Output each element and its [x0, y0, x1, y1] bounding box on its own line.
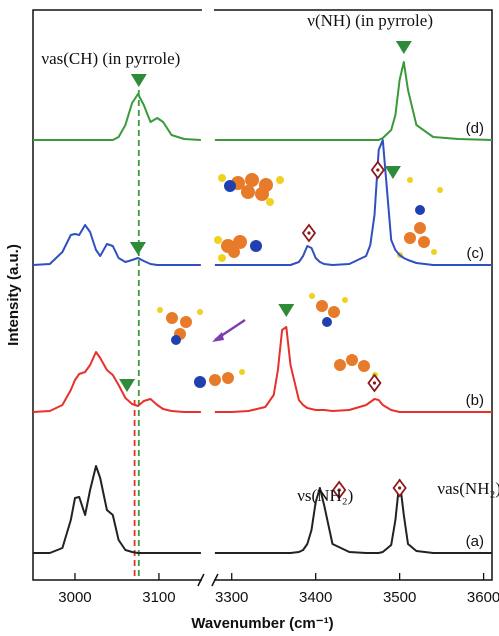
triangle-marker [131, 74, 147, 87]
spectrum-line [33, 466, 492, 553]
annotation: ν(NH) (in pyrrole) [307, 11, 433, 30]
series-label: (a) [466, 533, 484, 550]
diamond-dot [376, 168, 379, 171]
spectrum-line [33, 62, 492, 140]
annotation: νs(NH₂) [297, 486, 353, 505]
triangle-marker [278, 304, 294, 317]
x-tick-label: 3100 [142, 589, 175, 606]
x-tick-label: 3400 [299, 589, 332, 606]
y-axis-label: Intensity (a.u.) [5, 244, 22, 346]
chart: 3000 3100 3300 3400 3500 3600 Wavenumber (cm⁻¹… [0, 0, 499, 636]
series-label: (b) [466, 392, 484, 409]
plot-frame [33, 10, 492, 580]
page: {"chart_data": { "type": "line", "x_labe… [0, 0, 499, 636]
annotation: νas(NH₂) [437, 479, 499, 498]
x-tick-label: 3600 [467, 589, 499, 606]
diamond-dot [307, 231, 310, 234]
diamond-dot [373, 381, 376, 384]
diamond-dot [398, 486, 401, 489]
x-tick-label: 3300 [215, 589, 248, 606]
series-label: (d) [466, 120, 484, 137]
spectrum-line [33, 327, 492, 412]
x-tick-label: 3500 [383, 589, 416, 606]
molecule-sketches [157, 173, 443, 388]
triangle-marker [396, 41, 412, 54]
triangle-marker [385, 166, 401, 179]
x-tick-label: 3000 [58, 589, 91, 606]
triangle-marker [130, 242, 146, 255]
x-axis-label: Wavenumber (cm⁻¹) [191, 615, 333, 632]
series-label: (c) [467, 245, 485, 262]
annotation: νas(CH) (in pyrrole) [41, 49, 180, 68]
axis-break-gap [202, 8, 214, 14]
